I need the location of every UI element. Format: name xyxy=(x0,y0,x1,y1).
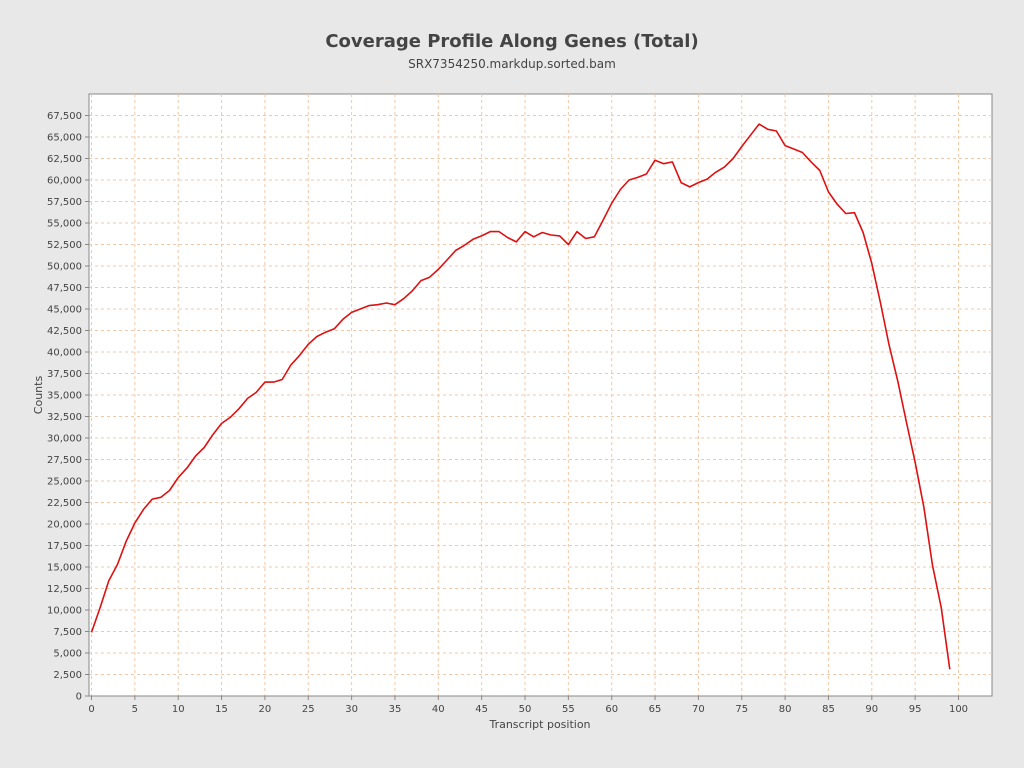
x-tick-label: 80 xyxy=(779,704,792,715)
x-axis-ticks: 0 5 10 15 20 25 30 35 40 45 50 55 60 65 70 75 80 85 90 95 10… xyxy=(88,696,968,715)
y-tick-label: 40,000 xyxy=(47,348,82,359)
y-tick-label: 37,500 xyxy=(47,369,82,380)
x-tick-label: 30 xyxy=(345,704,358,715)
grid-lines xyxy=(89,94,992,697)
y-tick-label: 65,000 xyxy=(47,133,82,144)
y-tick-label: 45,000 xyxy=(47,305,82,316)
x-tick-label: 100 xyxy=(949,704,968,715)
y-tick-label: 52,500 xyxy=(47,240,82,251)
y-tick-label: 47,500 xyxy=(47,283,82,294)
series-group xyxy=(90,123,951,670)
x-tick-label: 40 xyxy=(432,704,445,715)
y-axis-ticks: 0 2,500 5,000 7,500 10,000 12,500 15,000 17,500… xyxy=(47,111,89,703)
y-tick-label: 10,000 xyxy=(47,606,82,617)
chart-subtitle: SRX7354250.markdup.sorted.bam xyxy=(408,57,616,71)
y-axis-label: Counts xyxy=(32,376,45,415)
x-axis-label: Transcript position xyxy=(488,718,590,731)
y-tick-label: 62,500 xyxy=(47,154,82,165)
chart-title: Coverage Profile Along Genes (Total) xyxy=(325,31,699,52)
x-tick-label: 20 xyxy=(259,704,272,715)
x-tick-label: 90 xyxy=(865,704,878,715)
x-tick-label: 0 xyxy=(88,704,94,715)
x-tick-label: 85 xyxy=(822,704,835,715)
y-tick-label: 60,000 xyxy=(47,176,82,187)
y-tick-label: 15,000 xyxy=(47,563,82,574)
x-tick-label: 10 xyxy=(172,704,185,715)
y-tick-label: 67,500 xyxy=(47,111,82,122)
y-tick-label: 50,000 xyxy=(47,262,82,273)
y-tick-label: 17,500 xyxy=(47,541,82,552)
y-tick-label: 35,000 xyxy=(47,391,82,402)
y-tick-label: 2,500 xyxy=(53,670,82,681)
y-tick-label: 12,500 xyxy=(47,584,82,595)
x-tick-label: 15 xyxy=(215,704,228,715)
y-tick-label: 25,000 xyxy=(47,477,82,488)
y-tick-label: 55,000 xyxy=(47,219,82,230)
x-tick-label: 50 xyxy=(519,704,532,715)
x-tick-label: 70 xyxy=(692,704,705,715)
y-tick-label: 7,500 xyxy=(53,627,82,638)
y-tick-label: 5,000 xyxy=(53,649,82,660)
x-tick-label: 60 xyxy=(605,704,618,715)
x-tick-label: 75 xyxy=(735,704,748,715)
x-tick-label: 55 xyxy=(562,704,575,715)
y-tick-label: 22,500 xyxy=(47,498,82,509)
y-tick-label: 20,000 xyxy=(47,520,82,531)
y-tick-label: 30,000 xyxy=(47,434,82,445)
coverage-series-line xyxy=(90,123,951,670)
y-tick-label: 0 xyxy=(76,692,82,703)
x-tick-label: 35 xyxy=(389,704,402,715)
y-tick-label: 42,500 xyxy=(47,326,82,337)
x-tick-label: 5 xyxy=(132,704,138,715)
x-tick-label: 25 xyxy=(302,704,315,715)
y-tick-label: 32,500 xyxy=(47,412,82,423)
x-tick-label: 65 xyxy=(649,704,662,715)
y-tick-label: 57,500 xyxy=(47,197,82,208)
y-tick-label: 27,500 xyxy=(47,455,82,466)
x-tick-label: 95 xyxy=(909,704,922,715)
x-tick-label: 45 xyxy=(475,704,488,715)
